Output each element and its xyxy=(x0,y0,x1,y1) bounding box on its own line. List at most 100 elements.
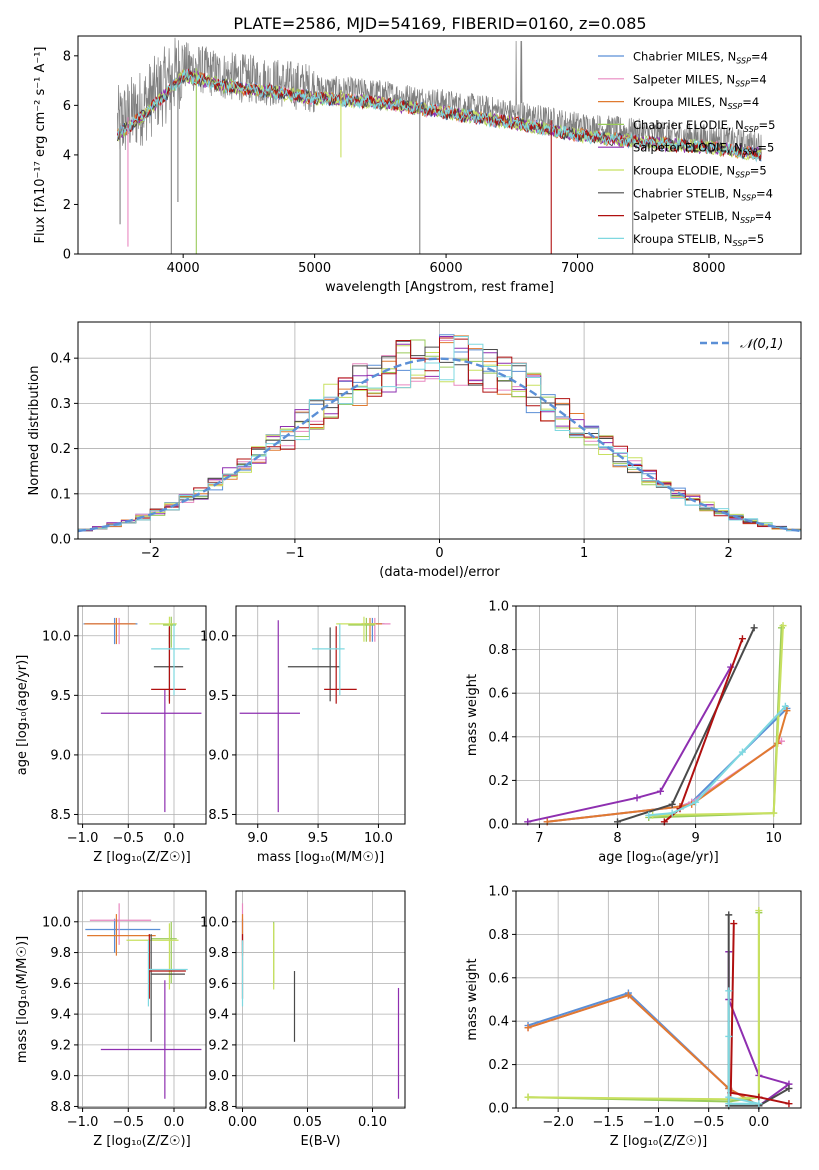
legend-label: Kroupa STELIB, NSSP=5 xyxy=(633,232,764,248)
weight-vs-Z-ytick-label: 0.6 xyxy=(488,971,509,986)
age-vs-mass-plot-area xyxy=(239,616,391,813)
weight-path xyxy=(527,994,760,1107)
residuals-xtick-label: 0 xyxy=(435,546,443,561)
weight-marker xyxy=(633,794,641,802)
legend-entry-kroupa-stelib-n-ssp-5: Kroupa STELIB, NSSP=5 xyxy=(598,232,764,248)
legend-label: Kroupa ELODIE, NSSP=5 xyxy=(633,164,767,180)
age-vs-mass-xtick-label: 9.0 xyxy=(247,831,268,846)
mass-vs-Z-ytick-label: 9.8 xyxy=(50,946,71,961)
residuals-xtick-label: 2 xyxy=(725,546,733,561)
weight-vs-age-frame xyxy=(515,605,802,825)
histogram-kroupa-stelib xyxy=(78,336,801,531)
mass-vs-EBV-frame xyxy=(235,890,406,1109)
weight-vs-Z-xtick-label: −1.5 xyxy=(593,1115,625,1130)
weight-vs-Z-xtick-label: 0.0 xyxy=(749,1115,770,1130)
weight-marker xyxy=(770,809,778,817)
mass-vs-EBV-xtick-label: 0.00 xyxy=(228,1115,257,1130)
errorbar-kroupa-stelib xyxy=(151,623,190,696)
weight-path xyxy=(729,923,790,1105)
spectrum-xtick-label: 5000 xyxy=(298,261,331,276)
weight-marker xyxy=(645,811,653,819)
weight-vs-age-ytick-label: 0.6 xyxy=(488,687,509,702)
weight-vs-age-ytick-label: 0.4 xyxy=(488,730,509,745)
weight-marker xyxy=(524,1093,532,1101)
weight-vs-age-xtick-label: 9 xyxy=(691,831,699,846)
age-vs-Z-xtick-label: −1.0 xyxy=(67,831,99,846)
errorbar-chabrier-miles xyxy=(363,617,385,642)
weight-marker xyxy=(779,622,787,630)
legend-entry-kroupa-elodie-n-ssp-5: Kroupa ELODIE, NSSP=5 xyxy=(598,164,767,180)
residuals-xlabel: (data-model)/error xyxy=(379,565,500,580)
mass-vs-Z-xtick-label: −1.0 xyxy=(67,1115,99,1130)
weight-line-kroupa-miles xyxy=(524,991,763,1110)
weight-line-salpeter-stelib xyxy=(727,920,793,1108)
weight-vs-age-xlabel: age [log₁₀(age/yr)] xyxy=(598,850,719,865)
age-vs-Z-ytick-label: 10.0 xyxy=(42,629,71,644)
errorbar-chabrier-miles xyxy=(83,617,138,645)
legend-entry-salpeter-stelib-n-ssp-4: Salpeter STELIB, NSSP=4 xyxy=(598,209,772,225)
mass-vs-Z-ytick-label: 9.4 xyxy=(50,1008,71,1023)
legend-label: Chabrier STELIB, NSSP=4 xyxy=(633,186,773,202)
weight-marker xyxy=(524,1024,532,1032)
mass-vs-Z-plot-area xyxy=(85,903,202,1099)
legend-entry-salpeter-elodie-n-ssp-5: Salpeter ELODIE, NSSP=5 xyxy=(598,141,774,157)
spectrum-ytick-label: 4 xyxy=(63,148,71,163)
legend-entry-salpeter-miles-n-ssp-4: Salpeter MILES, NSSP=4 xyxy=(598,72,767,88)
model-line-kroupa-stelib-n-ssp-5 xyxy=(117,68,762,163)
weight-vs-age-xtick-label: 10 xyxy=(765,831,782,846)
residuals-plot-area xyxy=(78,334,801,533)
weight-vs-Z-xtick-label: −1.0 xyxy=(643,1115,675,1130)
errorbar-chabrier-stelib xyxy=(150,934,185,1042)
errorbar-salpeter-stelib xyxy=(151,626,186,704)
legend-label-normal: 𝒩(0,1) xyxy=(740,337,783,352)
mass-vs-Z-ytick-label: 9.6 xyxy=(50,977,71,992)
age-vs-mass-panel: 9.0 9.5 10.0 8.5 9.0 9.5 10.0 mass [log₁₀(M/M☉)… xyxy=(200,605,406,865)
weight-vs-age-ylabel: mass weight xyxy=(465,674,480,756)
errorbar-kroupa-miles xyxy=(87,914,156,956)
weight-vs-Z-xlabel: Z [log₁₀(Z/Z☉)] xyxy=(610,1134,707,1149)
mass-vs-Z-ytick-label: 8.8 xyxy=(50,1100,71,1115)
age-vs-mass-frame xyxy=(235,605,406,825)
mass-vs-EBV-ytick-label: 9.0 xyxy=(208,1069,229,1084)
weight-marker xyxy=(781,702,789,710)
age-vs-Z-panel: −1.0 −0.5 0.0 8.5 9.0 9.5 10.0 Z [log₁₀(Z/Z☉)] a… xyxy=(15,605,207,865)
spectrum-xtick-label: 4000 xyxy=(167,261,200,276)
mass-vs-EBV-ytick-label: 9.2 xyxy=(208,1038,229,1053)
weight-vs-Z-ytick-label: 1.0 xyxy=(488,885,509,900)
weight-marker xyxy=(656,787,664,795)
weight-line-kroupa-stelib xyxy=(725,987,763,1108)
errorbar-salpeter-elodie xyxy=(100,980,202,1099)
weight-vs-age-panel: 7 8 9 10 0.0 0.2 0.4 0.6 0.8 1.0 age [log₁₀(age/yr… xyxy=(465,600,802,865)
residuals-ytick-label: 0.1 xyxy=(50,487,71,502)
weight-line-chabrier-elodie xyxy=(645,624,785,821)
spectrum-xlabel: wavelength [Angstrom, rest frame] xyxy=(325,280,554,295)
weight-vs-age-ytick-label: 1.0 xyxy=(488,600,509,615)
mass-vs-Z-ytick-label: 9.2 xyxy=(50,1038,71,1053)
weight-marker xyxy=(755,1093,763,1101)
legend-entry-chabrier-elodie-n-ssp-5: Chabrier ELODIE, NSSP=5 xyxy=(598,118,775,134)
mass-vs-Z-panel: −1.0 −0.5 0.0 8.8 9.0 9.2 9.4 9.6 9.8 10.0 Z [log₁… xyxy=(15,890,207,1149)
weight-marker xyxy=(755,1100,763,1108)
age-vs-mass-ytick-label: 9.0 xyxy=(208,748,229,763)
errorbar-salpeter-stelib xyxy=(148,934,186,999)
spectrum-ytick-label: 0 xyxy=(63,248,71,263)
age-vs-mass-xlabel: mass [log₁₀(M/M☉)] xyxy=(257,850,384,865)
weight-marker xyxy=(755,907,763,915)
histogram-salpeter-stelib xyxy=(78,337,801,531)
mass-vs-EBV-ytick-label: 9.4 xyxy=(208,1008,229,1023)
weight-marker xyxy=(624,991,632,999)
residuals-xtick-label: −2 xyxy=(141,546,160,561)
residuals-legend: 𝒩(0,1) xyxy=(700,337,783,352)
age-vs-mass-ytick-label: 10.0 xyxy=(200,629,229,644)
errorbar-kroupa-miles xyxy=(84,617,136,645)
mass-vs-EBV-ytick-label: 10.0 xyxy=(200,915,229,930)
weight-marker xyxy=(725,987,733,995)
age-vs-mass-xtick-label: 9.5 xyxy=(308,831,329,846)
mass-vs-EBV-xtick-label: 0.05 xyxy=(293,1115,322,1130)
errorbar-chabrier-stelib xyxy=(287,627,340,702)
weight-path xyxy=(648,627,783,819)
weight-vs-Z-xtick-label: −0.5 xyxy=(693,1115,725,1130)
errorbar-kroupa-stelib xyxy=(312,623,345,696)
age-vs-mass-ytick-label: 8.5 xyxy=(208,808,229,823)
